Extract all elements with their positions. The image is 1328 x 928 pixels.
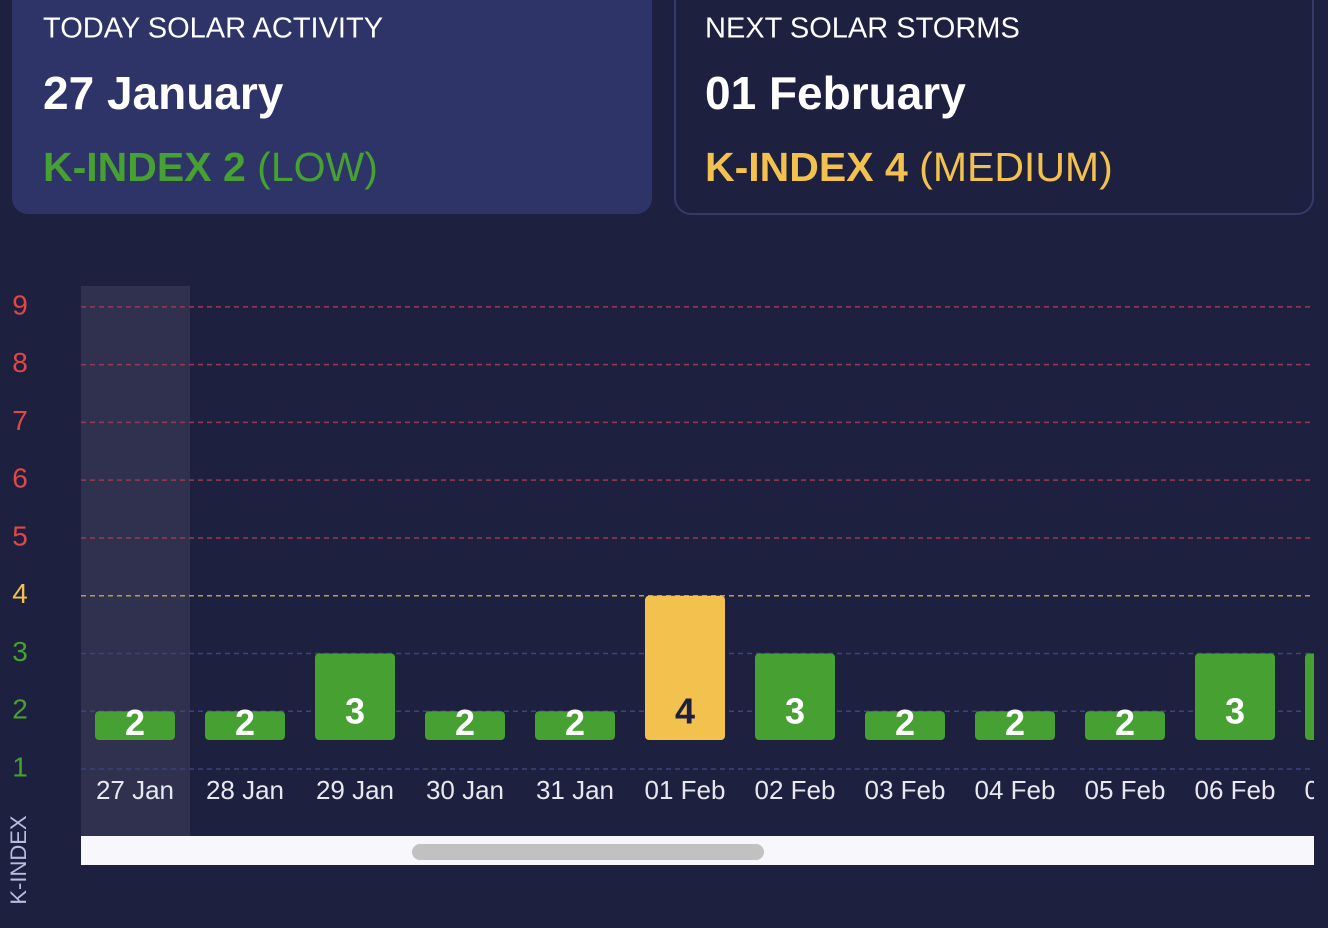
bar-value-label: 2 [895,702,915,743]
y-tick-label: 6 [12,463,28,494]
x-tick-label: 05 Feb [1085,775,1166,805]
card [12,0,652,214]
bar-value-label: 3 [785,691,805,732]
bar [865,711,945,740]
scrollbar-thumb[interactable] [412,844,764,860]
kindex-level: (LOW) [257,144,378,190]
x-tick-label: 02 Feb [755,775,836,805]
bar [425,711,505,740]
y-tick-label: 3 [12,636,28,667]
bar-value-label: 4 [675,691,695,732]
bar-value-label: 2 [565,702,585,743]
bar-value-label: 2 [1115,702,1135,743]
kindex-value: K-INDEX 4 [705,144,908,190]
card-kindex: K-INDEX 2 (LOW) [43,144,378,190]
y-tick-label: 8 [12,347,28,378]
x-tick-label: 31 Jan [536,775,614,805]
bar-value-label: 2 [125,702,145,743]
bar [315,653,395,740]
y-tick-label: 1 [12,751,28,782]
bar [975,711,1055,740]
card-heading: NEXT SOLAR STORMS [705,13,1020,45]
y-tick-label: 9 [12,289,28,320]
bar-value-label: 2 [1005,702,1025,743]
today-highlight [81,286,190,836]
bar [95,711,175,740]
y-tick-label: 4 [12,578,28,609]
x-tick-label: 03 Feb [865,775,946,805]
y-tick-label: 7 [12,405,28,436]
x-tick-label: 07 Feb [1305,775,1328,805]
bar [755,653,835,740]
card [674,0,1314,215]
y-tick-label: 2 [12,694,28,725]
bar [1085,711,1165,740]
card-heading: TODAY SOLAR ACTIVITY [43,13,383,45]
bar-value-label: 3 [1225,691,1245,732]
x-tick-label: 29 Jan [316,775,394,805]
card-kindex: K-INDEX 4 (MEDIUM) [705,144,1113,190]
bar [205,711,285,740]
bar-value-label: 2 [455,702,475,743]
y-axis-label: K-INDEX [6,815,31,905]
bar [1305,653,1314,740]
bar-value-label: 3 [345,691,365,732]
x-tick-label: 06 Feb [1195,775,1276,805]
x-tick-label: 28 Jan [206,775,284,805]
x-tick-label: 27 Jan [96,775,174,805]
kindex-value: K-INDEX 2 [43,144,246,190]
card-date: 27 January [43,67,284,119]
bar-value-label: 2 [235,702,255,743]
card-date: 01 February [705,67,966,119]
bar [535,711,615,740]
kindex-level: (MEDIUM) [919,144,1113,190]
y-tick-label: 5 [12,520,28,551]
x-tick-label: 30 Jan [426,775,504,805]
x-tick-label: 04 Feb [975,775,1056,805]
bar [1195,653,1275,740]
x-tick-label: 01 Feb [645,775,726,805]
bar [645,595,725,740]
